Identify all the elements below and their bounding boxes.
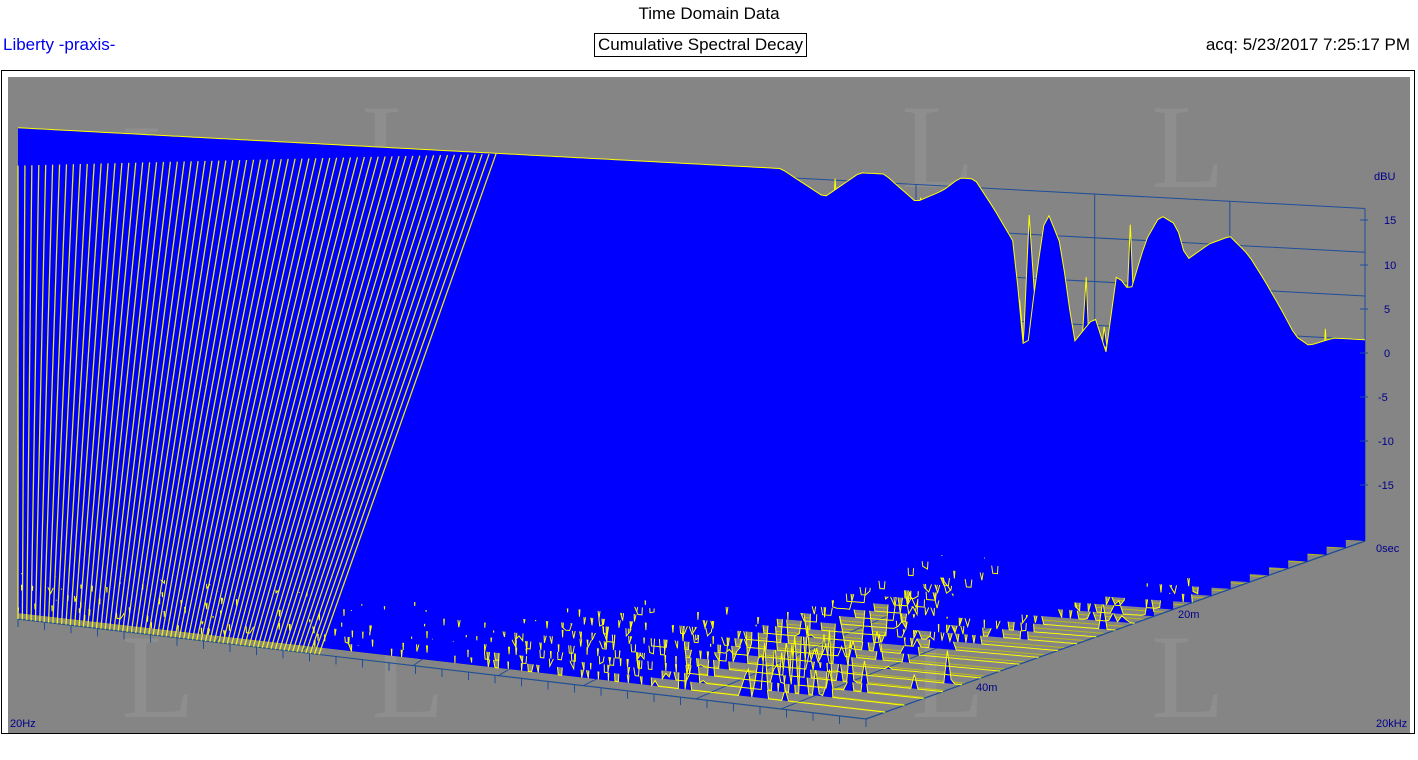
decay-slice-fill (18, 426, 982, 678)
spike-line (244, 156, 379, 646)
spike-line (87, 162, 130, 628)
spike-line (21, 165, 26, 620)
company-label: Liberty -praxis- (3, 35, 116, 54)
spike-line (152, 160, 234, 636)
z-tick-label: 0sec (1376, 543, 1400, 555)
spike-line (204, 158, 317, 642)
y-tick-label: 0 (1384, 348, 1390, 360)
spike-line (148, 160, 227, 635)
y-tick-label: -15 (1378, 480, 1394, 492)
spike-line (91, 162, 137, 628)
spike-line (39, 164, 54, 622)
decay-slice-trace (17, 127, 1366, 353)
spike-line (56, 163, 81, 624)
spike-line (156, 160, 241, 636)
spike-line (117, 161, 178, 631)
spike-line (139, 160, 213, 634)
decay-slice-fill (18, 374, 1020, 665)
spike-line (309, 153, 483, 654)
z-tick-label: 40m (976, 682, 997, 694)
spike-line (239, 156, 372, 646)
spike-line (296, 154, 462, 653)
spike-line (196, 158, 303, 641)
x-max-label: 20kHz (1376, 718, 1407, 730)
spike-line (43, 164, 61, 623)
spike-line (270, 155, 421, 650)
y-tick-label: 15 (1384, 215, 1396, 227)
spike-line (126, 161, 192, 632)
y-tick-label: -10 (1378, 436, 1394, 448)
spike-line (60, 163, 88, 625)
spike-line (47, 164, 68, 623)
spike-line (231, 157, 359, 645)
spike-line (74, 163, 109, 626)
y-tick-label: -5 (1378, 392, 1388, 404)
spike-line (217, 157, 338, 643)
spike-line (178, 159, 275, 639)
z-tick-label: 20m (1178, 609, 1199, 621)
spike-line (283, 155, 442, 651)
spike-line (165, 159, 255, 637)
spike-line (235, 156, 366, 645)
spike-line (252, 156, 393, 647)
spike-line (292, 154, 456, 652)
chart-title: Time Domain Data (638, 4, 780, 23)
watermark-logo: L (1151, 610, 1224, 733)
spike-line (174, 159, 269, 638)
spike-line (30, 165, 40, 621)
axis-labels: dBU 15 10 5 0 -5 -10 -15 0sec 20m 40m 20Hz 20kHz (10, 171, 1407, 730)
spike-line (209, 157, 324, 642)
spike-line (226, 157, 352, 644)
y-tick-label: 10 (1384, 260, 1396, 272)
spike-line (279, 155, 435, 651)
spike-line (34, 164, 47, 622)
spike-line (78, 163, 116, 627)
spike-line (287, 154, 449, 652)
watermark-logo: L (1151, 80, 1224, 213)
spike-line (122, 161, 185, 632)
spike-line (200, 158, 310, 641)
spike-line (305, 154, 476, 654)
spike-line (248, 156, 386, 647)
spike-line (191, 158, 296, 640)
spike-line (135, 160, 206, 633)
spike-line (213, 157, 331, 643)
spike-line (82, 162, 123, 627)
decay-slice-fill (18, 127, 1365, 542)
spike-line (261, 155, 407, 648)
spike-line (100, 162, 151, 629)
spike-line (257, 156, 400, 648)
chart-subtitle: Cumulative Spectral Decay (594, 33, 808, 57)
acquisition-timestamp: acq: 5/23/2017 7:25:17 PM (1205, 35, 1410, 54)
spike-line (52, 164, 75, 624)
spike-line (274, 155, 428, 650)
spike-line (318, 153, 497, 655)
spike-line (183, 158, 282, 639)
spike-line (65, 163, 95, 625)
y-tick-label: 5 (1384, 304, 1390, 316)
spike-line (187, 158, 289, 640)
plot-area: LLLLLLLLL dBU151050-5-10-150sec20m40m20H… (8, 77, 1410, 733)
spike-line (130, 161, 199, 633)
spike-line (108, 161, 165, 630)
spike-line (300, 154, 469, 653)
spike-line (95, 162, 144, 629)
spike-line (265, 155, 414, 649)
spike-line (222, 157, 345, 644)
spike-line (113, 161, 172, 631)
spike-line (161, 159, 248, 637)
spike-line (104, 162, 158, 630)
spike-line (26, 165, 33, 621)
decay-slice-fill (18, 415, 962, 685)
spike-line (143, 160, 220, 635)
waterfall-chart: LLLLLLLLL dBU151050-5-10-150sec20m40m20H… (10, 80, 1407, 733)
spike-line (313, 153, 490, 655)
x-min-label: 20Hz (10, 718, 36, 730)
y-axis-unit: dBU (1374, 171, 1395, 183)
spike-line (170, 159, 262, 638)
noise-spikes (17, 153, 497, 655)
spike-line (69, 163, 102, 626)
